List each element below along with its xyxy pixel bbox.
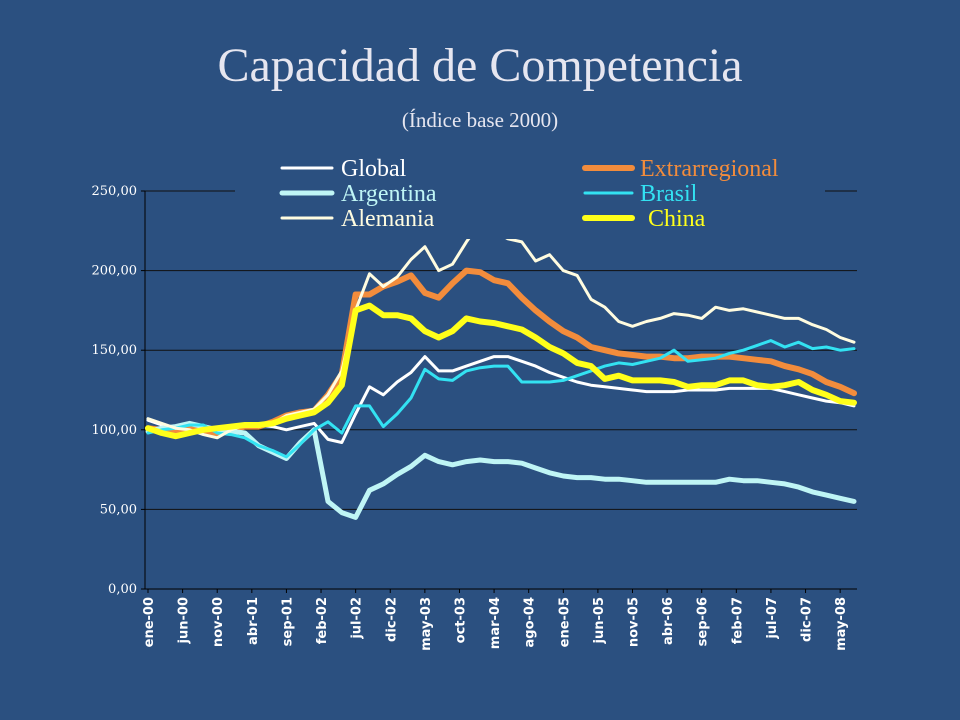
x-tick-label: feb-07 [730,597,745,644]
x-tick-label: oct-03 [453,597,468,643]
y-tick-label: 200,00 [92,264,138,279]
x-tick-label: jun-05 [592,597,607,644]
x-tick-label: ene-05 [557,597,572,647]
x-tick-label: jul-02 [350,597,365,640]
y-axis-ticks: 0,00 50,00 100,00 150,00 200,00 250,00 [92,184,145,597]
legend: Global Extrarregional Argentina Brasil Alema… [235,155,825,239]
series-lines [145,221,857,520]
legend-background [235,155,825,239]
series-line-alemania [146,221,856,440]
x-tick-label: feb-02 [315,597,330,644]
x-tick-label: dic-02 [384,597,399,642]
x-tick-label: nov-05 [627,597,642,647]
legend-label-extrarregional: Extrarregional [640,156,779,182]
y-tick-label: 50,00 [100,502,137,517]
y-tick-label: 0,00 [108,582,137,597]
x-tick-label: jul-07 [765,597,780,640]
series-line-brasil [146,339,856,459]
axes [144,191,857,590]
x-tick-label: sep-01 [280,597,295,646]
legend-label-china: China [648,206,706,232]
x-tick-label: ago-04 [523,597,538,648]
legend-label-alemania: Alemania [341,206,435,232]
chart-title: Capacidad de Competencia [217,39,743,92]
x-tick-label: may-03 [419,597,434,651]
y-tick-label: 150,00 [92,343,138,358]
series-line-china [145,302,857,440]
legend-label-brasil: Brasil [640,181,698,207]
legend-label-global: Global [341,156,407,182]
series-line-argentina [145,420,857,520]
x-tick-label: may-08 [834,597,849,651]
x-tick-label: dic-07 [800,597,815,642]
x-tick-label: jun-00 [177,597,192,644]
x-tick-label: sep-06 [696,597,711,646]
chart-subtitle: (Índice base 2000) [401,108,559,132]
legend-label-argentina: Argentina [341,181,437,207]
series-line-extrarregional [145,267,857,438]
x-tick-label: nov-00 [211,597,226,647]
x-axis-ticks: ene-00 jun-00 nov-00 abr-01 sep-01 feb-02 jul-… [142,589,849,651]
x-tick-label: abr-01 [246,597,261,645]
y-tick-label: 250,00 [92,184,138,199]
x-tick-label: ene-00 [142,597,157,647]
y-tick-label: 100,00 [92,423,138,438]
x-tick-label: mar-04 [488,597,503,649]
x-tick-label: abr-06 [661,597,676,645]
